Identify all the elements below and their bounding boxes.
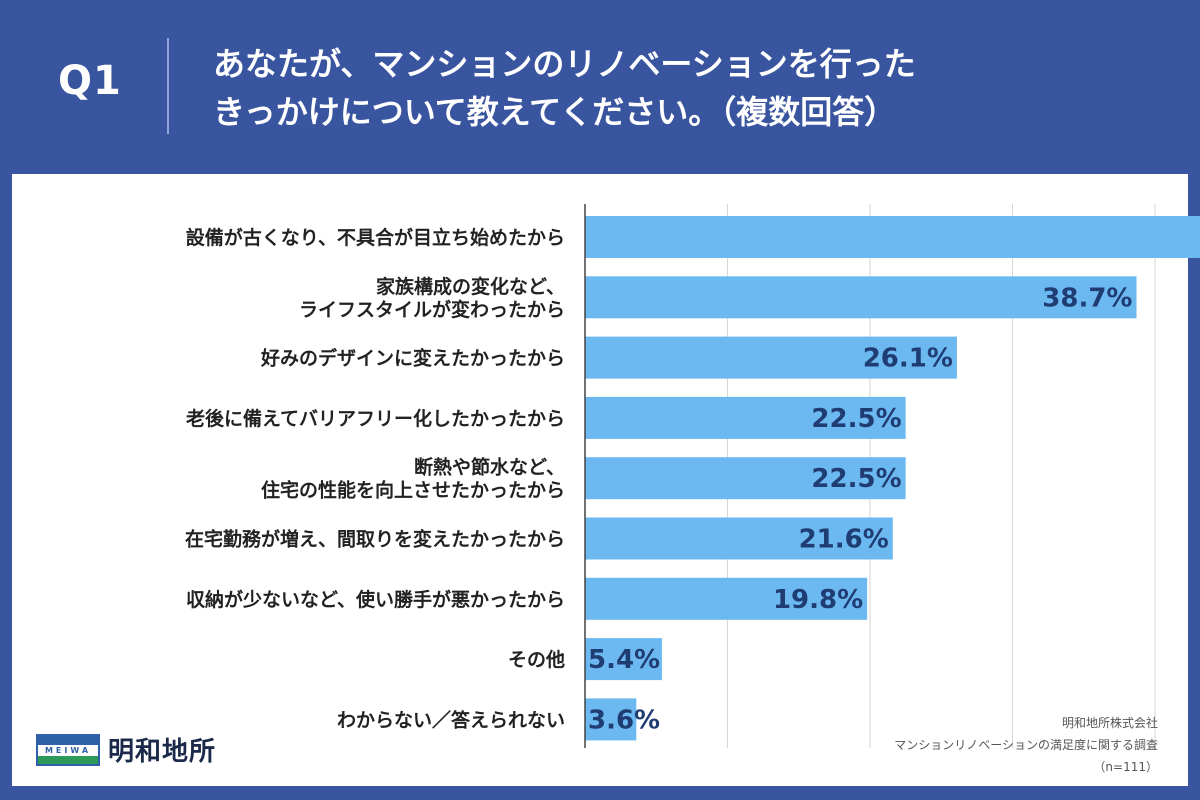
category-label-2: 好みのデザインに変えたかったから: [260, 347, 565, 370]
question-title-line-2: きっかけについて教えてください。（複数回答）: [213, 93, 897, 131]
bar-4: [585, 457, 906, 500]
value-label-2: 26.1%: [863, 344, 953, 374]
header-divider: [167, 38, 169, 134]
bar-7: [585, 638, 662, 681]
category-label-1-line-0: 家族構成の変化など、: [376, 275, 565, 298]
bar-0: [585, 216, 1200, 258]
meiwa-badge-icon: MEIWA: [36, 734, 100, 766]
category-label-4-line-1: 住宅の性能を向上させたかったから: [261, 479, 565, 502]
bar-5: [585, 517, 893, 560]
value-label-6: 19.8%: [773, 585, 863, 615]
logo-badge-text: MEIWA: [44, 746, 92, 755]
question-title-line-1: あなたが、マンションのリノベーションを行った: [213, 45, 916, 83]
category-label-6: 収納が少ないなど、使い勝手が悪かったから: [186, 588, 565, 611]
source-company: 明和地所株式会社: [1061, 716, 1158, 730]
category-label-1-line-1: ライフスタイルが変わったから: [299, 298, 565, 321]
meiwa-logo: MEIWA 明和地所: [36, 731, 236, 769]
category-label-5: 在宅勤務が増え、間取りを変えたかったから: [185, 528, 565, 551]
source-note: 明和地所株式会社 マンションリノベーションの満足度に関する調査 （n=111）: [894, 712, 1158, 778]
category-label-8: わからない／答えられない: [337, 708, 565, 731]
value-label-4: 22.5%: [811, 464, 901, 494]
source-sample-size: （n=111）: [1093, 760, 1158, 774]
bar-2: [585, 336, 957, 379]
logo-name: 明和地所: [108, 737, 217, 767]
question-number: Q1: [58, 58, 122, 104]
value-label-5: 21.6%: [799, 525, 889, 555]
bar-8: [585, 698, 637, 741]
category-label-7: その他: [508, 648, 565, 671]
category-label-4-line-0: 断熱や節水など、: [414, 456, 565, 479]
value-label-7: 5.4%: [588, 645, 660, 675]
question-header: Q1 あなたが、マンションのリノベーションを行った きっかけについて教えてくださ…: [0, 0, 1200, 170]
question-title: あなたが、マンションのリノベーションを行った きっかけについて教えてください。（…: [213, 40, 1113, 136]
category-label-3: 老後に備えてバリアフリー化したかったから: [186, 407, 565, 430]
value-label-1: 38.7%: [1042, 283, 1132, 313]
source-survey: マンションリノベーションの満足度に関する調査: [894, 738, 1158, 752]
bar-1: [585, 276, 1137, 319]
category-label-0: 設備が古くなり、不具合が目立ち始めたから: [186, 226, 565, 249]
value-label-3: 22.5%: [811, 404, 901, 434]
bar-3: [585, 396, 906, 439]
bar-6: [585, 577, 868, 620]
value-label-8: 3.6%: [588, 705, 660, 735]
